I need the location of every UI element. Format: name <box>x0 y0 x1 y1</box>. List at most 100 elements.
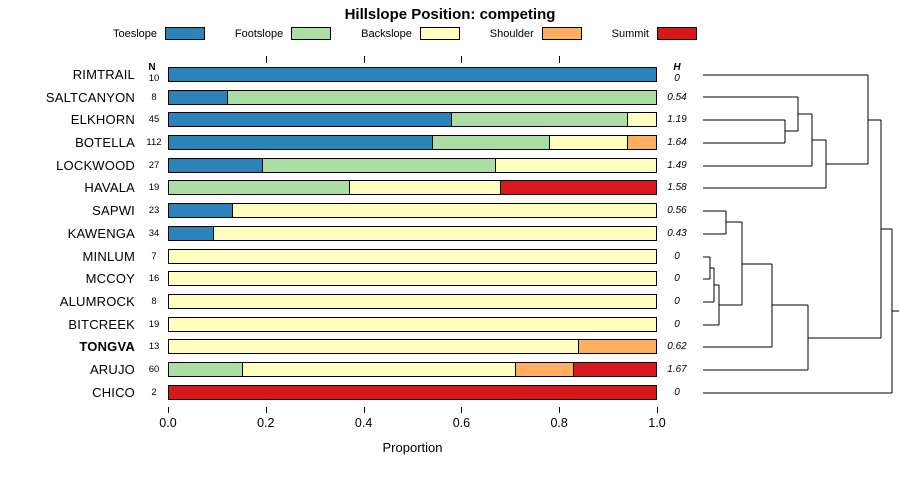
row-h-value: 0 <box>674 296 680 308</box>
row-label: HAVALA <box>84 180 135 196</box>
row-n-value: 34 <box>148 227 160 239</box>
tick-mark <box>363 407 365 413</box>
chart-row: MCCOY 16 0 <box>0 267 700 290</box>
bar-segment <box>169 272 656 286</box>
top-tick-mark <box>265 56 267 63</box>
x-axis: 0.0 0.2 0.4 0.6 0.8 1.0 <box>159 404 666 436</box>
dendrogram <box>703 74 899 394</box>
row-h-value: 0 <box>674 386 680 398</box>
bar-segment <box>431 136 549 150</box>
tick-label: 0.2 <box>257 416 275 430</box>
chart-row: CHICO 2 0 <box>0 381 700 404</box>
chart-row: BITCREEK 19 0 <box>0 313 700 336</box>
legend-item-label: Summit <box>611 27 649 40</box>
chart-row: HAVALA 19 1.58 <box>0 177 700 200</box>
row-n-value: 7 <box>151 250 157 262</box>
row-n-value: 19 <box>148 182 160 194</box>
bar-segment <box>242 363 515 377</box>
chart-row: SALTCANYON 8 0.54 <box>0 86 700 109</box>
legend-swatch <box>541 27 582 40</box>
row-h-value: 0 <box>674 273 680 285</box>
bar-segment <box>514 363 574 377</box>
row-h-value: 0 <box>674 318 680 330</box>
legend-item: Footslope <box>235 27 332 40</box>
legend-item: Shoulder <box>490 27 582 40</box>
bar-segment <box>495 158 656 172</box>
bar-segment <box>169 249 656 263</box>
row-label: ARUJO <box>89 362 135 378</box>
bar-segment <box>169 136 432 150</box>
top-tick-mark <box>461 56 463 63</box>
chart-row: SAPWI 23 0.56 <box>0 199 700 222</box>
bar-segment <box>573 363 656 377</box>
chart-title: Hillslope Position: competing <box>344 6 556 23</box>
bar-segment <box>169 340 579 354</box>
row-h-value: 0 <box>674 72 680 84</box>
row-label: LOCKWOOD <box>56 157 135 173</box>
row-label: RIMTRAIL <box>72 66 135 82</box>
tick-label: 0.4 <box>354 416 373 430</box>
bar-segment <box>169 317 656 331</box>
tick-mark <box>657 407 658 413</box>
row-label: TONGVA <box>79 339 135 355</box>
row-n-value: 16 <box>148 273 160 285</box>
legend-swatch <box>291 27 332 40</box>
bar-segment <box>626 113 656 127</box>
top-tick-mark <box>559 56 561 63</box>
row-h-value: 0.62 <box>667 341 687 353</box>
tick-mark <box>265 407 267 413</box>
row-h-value: 0.54 <box>667 91 687 103</box>
x-axis-title: Proportion <box>382 440 443 455</box>
stacked-bar <box>168 112 657 128</box>
top-axis-ticks <box>168 56 657 63</box>
top-tick-mark <box>363 56 365 63</box>
bar-segment <box>169 67 656 81</box>
tick-mark <box>461 407 463 413</box>
row-h-value: 1.19 <box>667 114 687 126</box>
bar-segment <box>500 181 656 195</box>
tick-label: 0.6 <box>452 416 471 430</box>
bar-segment <box>212 226 656 240</box>
row-label: CHICO <box>92 384 135 400</box>
stacked-bar <box>168 89 657 105</box>
bar-segment <box>169 295 656 309</box>
bar-segment <box>349 181 501 195</box>
row-label: MINLUM <box>82 248 135 264</box>
row-label: SALTCANYON <box>45 89 135 105</box>
row-label: SAPWI <box>92 203 135 219</box>
row-h-value: 1.64 <box>667 137 687 149</box>
bar-segment <box>169 363 243 377</box>
row-n-value: 45 <box>148 114 160 126</box>
chart-row: RIMTRAIL 10 0 <box>0 63 700 86</box>
chart-row: MINLUM 7 0 <box>0 245 700 268</box>
bar-segment <box>578 340 656 354</box>
bar-segment <box>169 181 350 195</box>
stacked-bar <box>168 294 657 310</box>
stacked-bar <box>168 316 657 332</box>
tick-mark <box>168 407 169 413</box>
bar-segment <box>169 90 228 104</box>
row-n-value: 112 <box>146 137 162 149</box>
tick-mark <box>559 407 561 413</box>
bar-segment <box>451 113 627 127</box>
row-h-value: 0.43 <box>667 227 687 239</box>
row-label: ELKHORN <box>70 112 135 128</box>
row-label: MCCOY <box>85 271 135 287</box>
bar-segment <box>169 158 262 172</box>
stacked-bar <box>168 66 657 82</box>
legend-item: Toeslope <box>113 27 206 40</box>
chart-row: ARUJO 60 1.67 <box>0 358 700 381</box>
stacked-bar <box>168 248 657 264</box>
row-h-value: 1.49 <box>667 159 687 171</box>
chart-row: ELKHORN 45 1.19 <box>0 108 700 131</box>
row-h-value: 1.58 <box>667 182 687 194</box>
bar-segment <box>548 136 627 150</box>
row-label: BOTELLA <box>75 135 135 151</box>
stacked-bar <box>168 339 657 355</box>
chart-row: TONGVA 13 0.62 <box>0 336 700 359</box>
stacked-bar <box>168 225 657 241</box>
bar-segment <box>261 158 496 172</box>
legend-item: Summit <box>612 27 697 40</box>
chart-row: KAWENGA 34 0.43 <box>0 222 700 245</box>
